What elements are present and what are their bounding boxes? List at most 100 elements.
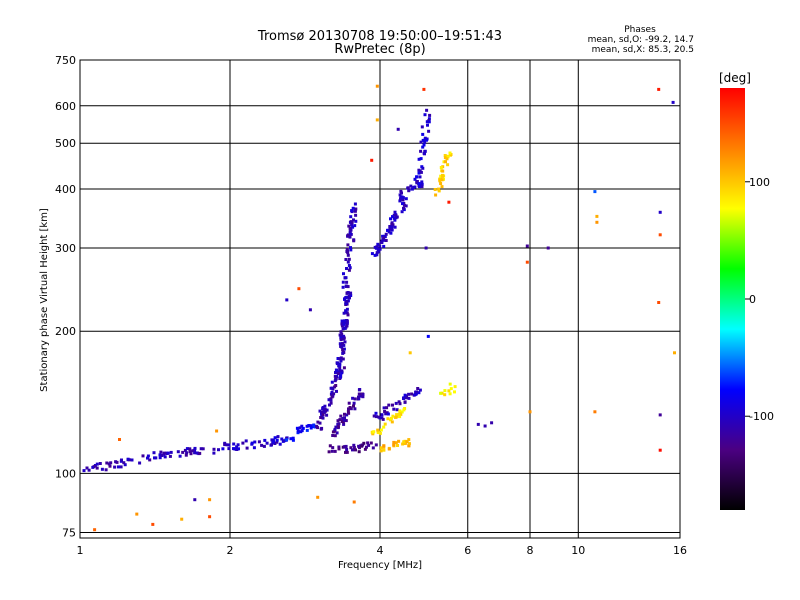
echo-point [176, 450, 180, 454]
echo-point [344, 450, 347, 454]
echo-point [420, 180, 424, 184]
chart-title: Tromsø 20130708 19:50:00–19:51:43 [257, 29, 502, 44]
echo-point [378, 244, 382, 248]
echo-point [419, 157, 423, 161]
echo-point [350, 223, 354, 227]
echo-point [398, 199, 402, 203]
echo-point [350, 220, 354, 224]
echo-point [335, 389, 338, 393]
echo-point [413, 177, 417, 181]
echo-point [377, 415, 381, 419]
echo-point [252, 446, 256, 450]
echo-point [345, 300, 349, 303]
echo-point [443, 389, 447, 393]
echo-point [339, 330, 343, 334]
echo-point [357, 397, 361, 401]
echo-point [334, 376, 338, 380]
echo-point [341, 417, 345, 420]
echo-point [270, 438, 274, 442]
echo-point [351, 396, 355, 400]
echo-point [152, 451, 156, 455]
echo-point [296, 429, 300, 433]
chart-subtitle: RwPretec (8p) [334, 42, 425, 57]
echo-point [399, 189, 403, 193]
echo-point [232, 442, 236, 446]
echo-point [376, 242, 380, 246]
echo-point [341, 351, 345, 355]
echo-point [369, 441, 373, 445]
echo-point [158, 453, 162, 457]
echo-point [342, 366, 346, 370]
echo-point [426, 334, 430, 338]
echo-point [331, 446, 335, 450]
echo-point [400, 195, 404, 199]
echo-point [345, 250, 349, 253]
echo-point [318, 409, 322, 413]
echo-point [386, 228, 389, 232]
echo-point [407, 392, 411, 396]
echo-point [316, 495, 320, 499]
echo-point [301, 426, 305, 430]
echo-point [146, 456, 149, 460]
echo-point [370, 158, 374, 162]
echo-point [415, 390, 419, 394]
echo-point [417, 171, 421, 175]
echo-point [349, 246, 352, 250]
echo-point [423, 136, 427, 140]
echo-point [425, 108, 429, 112]
echo-point [95, 462, 99, 466]
echo-point [658, 413, 662, 417]
echo-point [391, 414, 395, 418]
echo-point [341, 350, 345, 354]
echo-point [337, 422, 341, 426]
x-axis-label: Frequency [MHz] [338, 560, 422, 571]
echo-point [349, 446, 353, 450]
echo-point [363, 447, 367, 451]
echo-point [671, 100, 675, 104]
echo-point [381, 234, 385, 238]
echo-point [378, 431, 382, 435]
echo-point [320, 426, 324, 430]
echo-point [361, 392, 365, 396]
echo-point [347, 257, 351, 261]
echo-point [439, 166, 443, 169]
echo-point [402, 203, 406, 207]
colorbar-scale [720, 88, 745, 510]
echo-point [453, 390, 456, 394]
echo-point [338, 369, 342, 372]
echo-point [321, 413, 325, 417]
echo-point [397, 439, 401, 443]
echo-point [349, 291, 353, 295]
echo-point [351, 448, 354, 452]
echo-point [282, 439, 286, 443]
echo-point [330, 391, 334, 394]
echo-point [393, 210, 397, 214]
echo-point [333, 449, 337, 453]
echo-point [447, 389, 451, 393]
echo-point [212, 447, 216, 451]
echo-point [375, 84, 379, 88]
echo-point [340, 319, 344, 323]
echo-point [217, 448, 220, 452]
echo-point [343, 416, 346, 420]
echo-point [348, 220, 352, 224]
echo-point [340, 322, 344, 326]
echo-point [438, 177, 442, 181]
echo-point [390, 420, 394, 424]
echo-point [184, 453, 188, 457]
echo-point [395, 408, 399, 412]
echo-point [305, 428, 309, 432]
echo-point [349, 215, 353, 219]
echo-point [354, 213, 358, 217]
echo-point [299, 430, 303, 434]
echo-point [407, 189, 411, 193]
echo-point [265, 441, 269, 445]
echo-point [188, 447, 192, 451]
echo-point [483, 424, 487, 428]
echo-point [328, 444, 332, 448]
echo-point [390, 222, 394, 226]
echo-point [673, 351, 676, 355]
echo-point [344, 309, 348, 313]
echo-point [374, 411, 378, 415]
echo-point [437, 187, 441, 191]
